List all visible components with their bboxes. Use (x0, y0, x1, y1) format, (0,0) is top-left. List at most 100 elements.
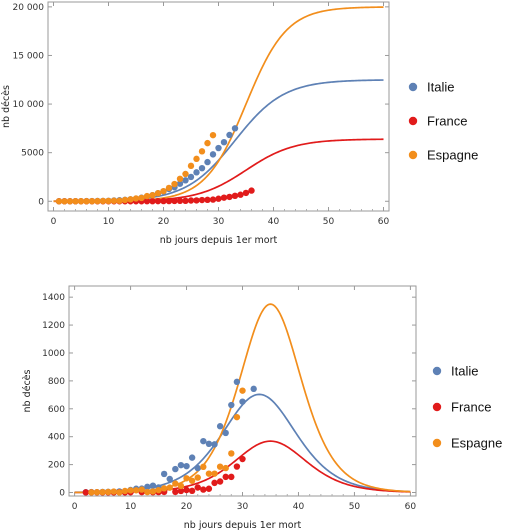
legend-label-italie: Italie (427, 80, 454, 95)
legend-marker-espagne (432, 438, 442, 448)
data-point-espagne (209, 131, 217, 139)
data-point-france (160, 197, 167, 205)
y-tick-label: 5000 (21, 149, 44, 159)
y-tick-label: 15 000 (13, 51, 45, 61)
x-tick-label: 0 (72, 502, 78, 512)
data-point-espagne (127, 487, 134, 494)
data-point-espagne (182, 170, 189, 178)
data-point-italie (160, 470, 168, 478)
data-point-espagne (149, 192, 156, 199)
data-point-italie (172, 465, 179, 473)
x-tick-label: 10 (125, 502, 137, 512)
data-point-espagne (154, 190, 162, 197)
data-point-espagne (94, 197, 101, 205)
y-tick-label: 10 000 (13, 100, 45, 110)
data-point-espagne (72, 198, 79, 205)
data-point-italie (211, 441, 218, 448)
data-point-espagne (99, 197, 107, 205)
x-tick-label: 10 (103, 217, 115, 227)
legend-label-espagne: Espagne (427, 148, 478, 163)
data-point-espagne (188, 477, 196, 484)
data-point-espagne (55, 198, 63, 205)
x-tick-label: 50 (349, 502, 361, 512)
data-point-espagne (121, 196, 129, 204)
data-point-espagne (99, 488, 106, 496)
data-point-france (209, 196, 217, 203)
x-tick-label: 30 (237, 502, 249, 512)
fit-curve-france (74, 440, 411, 494)
data-point-france (177, 487, 185, 495)
data-point-espagne (138, 486, 145, 493)
data-point-espagne (144, 488, 151, 496)
data-point-italie (194, 464, 201, 472)
legend-marker-italie (408, 82, 418, 92)
fit-curve-espagne (74, 303, 411, 494)
data-point-espagne (77, 198, 85, 205)
fit-curve-italie (74, 393, 411, 494)
data-point-italie (187, 173, 195, 181)
data-point-france (183, 486, 190, 494)
data-point-espagne (132, 487, 140, 494)
data-point-france (248, 187, 255, 194)
legend-marker-france (432, 402, 442, 412)
plot-frame (47, 1, 390, 212)
y-tick-label: 1200 (42, 321, 65, 331)
data-point-espagne (200, 463, 207, 471)
data-point-espagne (216, 463, 224, 470)
x-tick-label: 40 (293, 502, 305, 512)
data-point-france (216, 478, 224, 485)
legend-label-france: France (427, 114, 467, 129)
y-tick-label: 0 (38, 197, 44, 207)
x-tick-label: 0 (51, 217, 57, 227)
data-point-espagne (198, 148, 206, 155)
data-point-france (228, 473, 235, 481)
data-point-france (220, 194, 228, 201)
data-point-espagne (194, 474, 201, 481)
legend-marker-espagne (408, 150, 418, 160)
data-point-france (211, 479, 218, 487)
data-point-espagne (160, 485, 168, 492)
data-point-espagne (228, 450, 235, 457)
y-tick-label: 800 (48, 377, 65, 387)
data-point-italie (226, 131, 233, 139)
data-point-france (231, 192, 239, 200)
legend-marker-france (408, 116, 418, 126)
data-point-espagne (205, 470, 213, 477)
data-point-france (239, 455, 246, 463)
data-point-espagne (166, 484, 173, 491)
x-tick-label: 20 (158, 217, 170, 227)
data-point-italie (188, 454, 196, 461)
data-point-italie (228, 401, 235, 409)
data-point-espagne (171, 180, 178, 188)
x-tick-label: 30 (213, 217, 225, 227)
data-point-italie (198, 164, 206, 172)
data-point-espagne (233, 413, 241, 421)
data-point-espagne (160, 187, 167, 195)
data-point-espagne (93, 489, 101, 496)
data-point-espagne (105, 197, 112, 205)
data-point-france (242, 189, 250, 197)
data-point-espagne (127, 196, 134, 203)
data-point-france (193, 197, 200, 204)
data-point-espagne (116, 489, 123, 496)
data-point-france (176, 197, 184, 205)
x-tick-label: 20 (181, 502, 193, 512)
data-point-espagne (66, 198, 74, 205)
data-point-italie (205, 440, 213, 448)
data-point-france (204, 196, 211, 204)
data-point-italie (166, 475, 173, 483)
data-point-espagne (110, 197, 118, 204)
data-point-espagne (187, 162, 195, 170)
y-tick-label: 600 (48, 405, 65, 415)
data-point-italie (222, 429, 229, 437)
data-point-espagne (222, 464, 229, 472)
data-point-italie (193, 169, 200, 176)
data-point-france (172, 488, 179, 496)
x-tick-label: 60 (378, 217, 390, 227)
data-point-france (233, 463, 241, 470)
x-axis-label: nb jours depuis 1er mort (184, 520, 302, 531)
data-point-france (187, 197, 195, 204)
data-point-italie (231, 125, 239, 132)
x-tick-label: 40 (268, 217, 280, 227)
